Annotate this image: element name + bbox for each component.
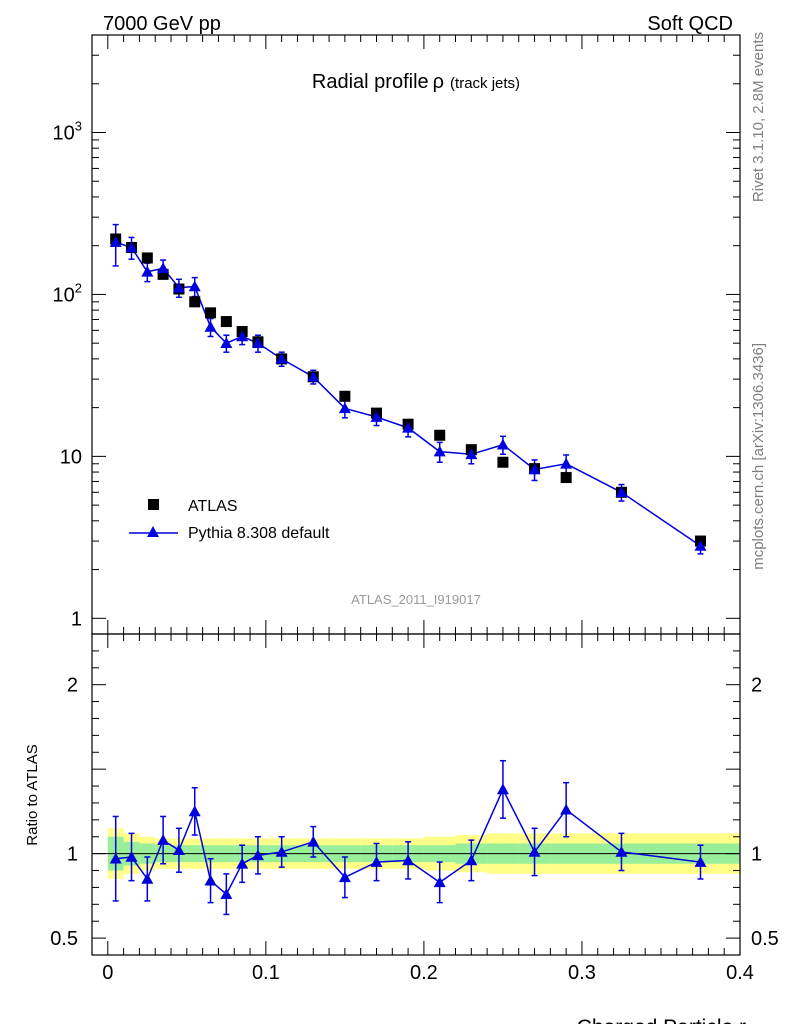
ratio-y-tick-label: 0.5: [50, 928, 78, 950]
plot-title-main: Radial profile: [312, 71, 429, 93]
mc-point: [307, 370, 320, 382]
mc-point: [236, 330, 249, 342]
ratio-point: [220, 888, 233, 899]
y-tick-exponent: 3: [75, 118, 82, 133]
ratio-y-tick-label-right: 2: [751, 675, 762, 697]
mc-point: [251, 337, 264, 348]
mcplots-label: mcplots.cern.ch [arXiv:1306.3436]: [750, 343, 767, 570]
ratio-point: [172, 844, 185, 856]
ratio-point: [204, 874, 217, 886]
ratio-point: [188, 805, 201, 817]
ratio-point: [528, 845, 541, 857]
ratio-y-tick-label: 1: [67, 844, 78, 866]
x-tick-label: 0: [102, 962, 113, 984]
plot-title-symbol: ρ: [433, 71, 444, 93]
ratio-point: [109, 852, 122, 864]
mc-line: [115, 241, 701, 547]
plot-title: Radial profile ρ (track jets): [312, 71, 520, 93]
ratio-point: [560, 803, 573, 815]
mc-point: [528, 463, 541, 475]
mc-point: [694, 539, 707, 551]
y-tick-label: 103: [53, 118, 82, 144]
legend-data-label: ATLAS: [188, 498, 238, 515]
x-axis-label: Charged Particle r: [577, 1016, 746, 1024]
mc-point: [370, 411, 383, 422]
y-tick-label: 1: [71, 608, 82, 630]
mc-point: [615, 486, 628, 498]
atlas-point: [497, 456, 509, 468]
ratio-line: [115, 787, 701, 896]
y-tick-exponent: 2: [75, 280, 82, 295]
ratio-point: [496, 783, 509, 795]
header-left: 7000 GeV pp: [103, 13, 221, 35]
mc-point: [433, 445, 446, 457]
mc-point: [157, 262, 170, 274]
main-plot-area: 1 10 102 103: [53, 34, 741, 635]
rivet-label: Rivet 3.1.10, 2.8M events: [750, 32, 767, 202]
ratio-point: [370, 856, 383, 867]
ratio-point: [433, 876, 446, 888]
ratio-point: [236, 857, 249, 869]
atlas-point: [189, 296, 201, 308]
x-tick-label: 0.2: [410, 962, 438, 984]
ratio-ylabel: Ratio to ATLAS: [24, 744, 41, 845]
mc-point: [172, 281, 185, 293]
ratio-y-tick-label-right: 0.5: [751, 928, 779, 950]
mc-point: [275, 352, 288, 364]
ratio-point: [402, 854, 415, 866]
legend: ATLAS Pythia 8.308 default: [129, 498, 330, 542]
atlas-point: [434, 429, 446, 441]
mc-point: [560, 457, 573, 469]
atlas-point: [220, 316, 232, 328]
legend-data-marker: [148, 499, 159, 510]
plot-title-sub: (track jets): [450, 75, 520, 92]
mc-point: [496, 438, 509, 450]
legend-mc-marker: [147, 526, 159, 537]
mc-point: [188, 280, 201, 292]
atlas-point: [141, 252, 153, 264]
x-tick-label: 0.4: [726, 962, 754, 984]
atlas-point: [157, 268, 169, 280]
ratio-point: [251, 849, 264, 861]
mc-point: [125, 241, 138, 253]
ratio-point: [275, 845, 288, 857]
mc-point: [109, 236, 122, 248]
ratio-point: [307, 835, 320, 847]
y-tick-label: 10: [60, 446, 82, 468]
mc-point: [402, 421, 415, 433]
mc-point: [465, 448, 478, 460]
ratio-y-tick-label-right: 1: [751, 844, 762, 866]
ratio-point: [125, 851, 138, 862]
ratio-frame: [91, 633, 741, 956]
ratio-plot-area: 0 0.1 0.2 0.3 0.4 0.5 0.5 1 1 2 2: [50, 633, 779, 984]
atlas-point: [205, 307, 217, 319]
ratio-point: [694, 856, 707, 867]
legend-mc-label: Pythia 8.308 default: [188, 525, 330, 542]
ratio-point: [465, 854, 478, 866]
ratio-point: [141, 872, 154, 884]
x-tick-label: 0.3: [568, 962, 596, 984]
y-tick-label: 102: [53, 280, 82, 306]
mc-point: [141, 265, 154, 277]
mc-point: [204, 320, 217, 332]
analysis-id: ATLAS_2011_I919017: [351, 592, 481, 607]
ratio-point: [338, 871, 351, 883]
main-frame: [91, 34, 741, 635]
ratio-y-tick-label: 2: [67, 675, 78, 697]
x-tick-label: 0.1: [252, 962, 280, 984]
ratio-point: [157, 834, 170, 845]
header-right: Soft QCD: [647, 13, 733, 35]
atlas-point: [339, 390, 351, 402]
ratio-point: [615, 845, 628, 857]
mc-point: [338, 402, 351, 414]
atlas-point: [560, 472, 572, 484]
mc-point: [220, 337, 233, 348]
